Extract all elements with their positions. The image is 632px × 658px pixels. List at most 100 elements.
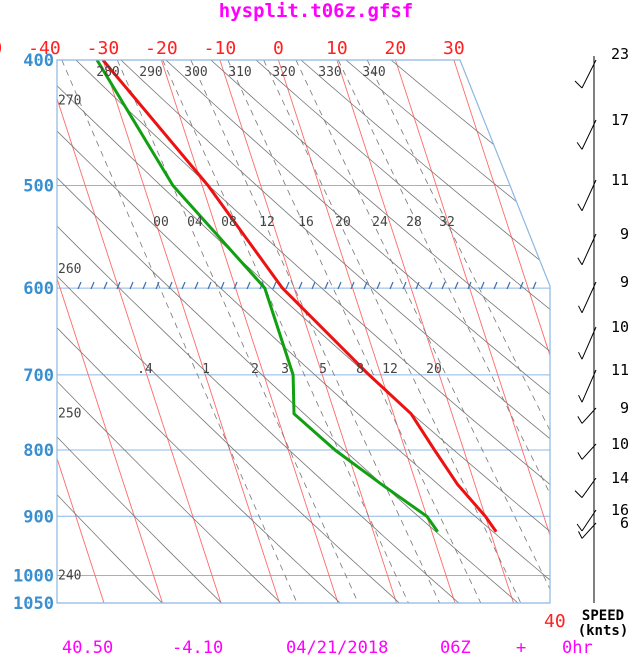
mixing-ratio-line (263, 60, 522, 603)
tropopause-tick (103, 281, 108, 290)
wind-barb-flag (577, 203, 583, 212)
tropopause-tick (532, 281, 537, 290)
dry-adiabat (57, 60, 519, 603)
mixing-ratio-label: 5 (319, 362, 327, 377)
isotherm-line (394, 60, 550, 603)
footer-latitude: 40.50 (62, 638, 113, 658)
theta-label: 270 (58, 94, 81, 109)
mixing-ratio-label: 32 (439, 215, 455, 230)
wind-speed-label: 10 (611, 435, 629, 453)
tropopause-tick (220, 281, 225, 290)
isotherm-label: 10 (326, 38, 348, 59)
theta-label: 330 (318, 65, 341, 80)
tropopause-tick (116, 281, 121, 290)
isotherm-label: -30 (87, 38, 120, 59)
isotherm-label: -10 (204, 38, 237, 59)
footer-date: 04/21/2018 (286, 638, 388, 658)
tropopause-tick (246, 281, 251, 290)
mixing-ratio-label: 20 (426, 362, 442, 377)
dry-adiabat (57, 60, 282, 603)
isotherm-line (219, 60, 397, 603)
mixing-ratio-line (162, 60, 409, 603)
footer-forecast-hour: 0hr (562, 638, 593, 658)
isotherm-line (453, 60, 550, 603)
tropopause-tick (272, 281, 277, 290)
theta-label: 260 (58, 262, 81, 277)
theta-label: 250 (58, 407, 81, 422)
wind-barb (581, 522, 597, 539)
theta-label: 280 (96, 65, 119, 80)
wind-barb-flag (578, 531, 583, 539)
wind-barb (581, 179, 597, 212)
tropopause-tick (441, 281, 446, 290)
tropopause-tick (376, 281, 381, 290)
wind-barb (581, 59, 597, 89)
mixing-ratio-label: 08 (221, 215, 237, 230)
tropopause-tick (207, 281, 212, 290)
wind-speed-label: 11 (611, 171, 629, 189)
isotherm-label: -40 (28, 38, 61, 59)
dry-adiabat (390, 60, 550, 603)
tropopause-tick (415, 281, 420, 290)
mixing-ratio-label: 1 (202, 362, 210, 377)
theta-label: 340 (362, 65, 385, 80)
mixing-ratio-label: 00 (153, 215, 169, 230)
tropopause-tick (467, 281, 472, 290)
theta-label: 290 (139, 65, 162, 80)
isotherm-label: 20 (385, 38, 407, 59)
tropopause-tick (480, 281, 485, 290)
dry-adiabat (57, 60, 550, 603)
mixing-ratio-label: 04 (187, 215, 203, 230)
tropopause-tick (155, 281, 160, 290)
mixing-ratio-label: 16 (298, 215, 314, 230)
wind-barb-flag (574, 490, 583, 498)
profile-layer (95, 60, 498, 533)
plot-frame (56, 59, 551, 604)
mixing-ratio-line (190, 60, 440, 603)
wind-speed-label: 9 (620, 399, 629, 417)
wind-barb (581, 509, 597, 532)
dry-adiabat (210, 60, 550, 603)
pressure-label: 1050 (13, 594, 54, 614)
dry-adiabat (57, 60, 341, 603)
mixing-ratio-line (337, 60, 550, 603)
tropopause-tick (285, 281, 290, 290)
mixing-ratio-line (295, 60, 550, 603)
pressure-label: 1000 (13, 567, 54, 587)
pressure-label: 600 (23, 279, 54, 299)
theta-label: 320 (272, 65, 295, 80)
mixing-ratio-label: 20 (335, 215, 351, 230)
tropopause-tick (519, 281, 524, 290)
dry-adiabat (120, 60, 550, 603)
wind-speed-label: 10 (611, 318, 629, 336)
wind-speed-label: 14 (611, 469, 629, 487)
tropopause-tick (233, 281, 238, 290)
tropopause-tick (350, 281, 355, 290)
wind-speed-label: 9 (620, 225, 629, 243)
dry-adiabat (75, 60, 550, 603)
speed-label: SPEED (582, 608, 624, 624)
tropopause-tick (311, 281, 316, 290)
wind-barb-flag (574, 80, 583, 89)
label-layer: 40050060070080090010001050-60-50-40-30-2… (0, 38, 566, 632)
pressure-label: 400 (23, 51, 54, 71)
wind-barb-flag (577, 416, 583, 424)
wind-speed-label: 16 (611, 501, 629, 519)
mixing-ratio-label: 2 (251, 362, 259, 377)
wind-barb (581, 326, 597, 360)
wind-speed-label: 17 (611, 111, 629, 129)
mixing-ratio-label: 12 (259, 215, 275, 230)
isotherm-line (57, 60, 163, 603)
dry-adiabat (300, 60, 550, 603)
mixing-ratio-label: 3 (281, 362, 289, 377)
tropopause-tick (90, 281, 95, 290)
wind-barb-flag (578, 305, 583, 314)
mixing-ratio-label: 28 (406, 215, 422, 230)
wind-speed-label: 6 (620, 514, 629, 532)
mixing-ratio-label: 8 (356, 362, 364, 377)
theta-label: 240 (58, 569, 81, 584)
wind-barb (581, 281, 597, 314)
isotherm-label: 40 (544, 611, 566, 632)
theta-label: 300 (184, 65, 207, 80)
